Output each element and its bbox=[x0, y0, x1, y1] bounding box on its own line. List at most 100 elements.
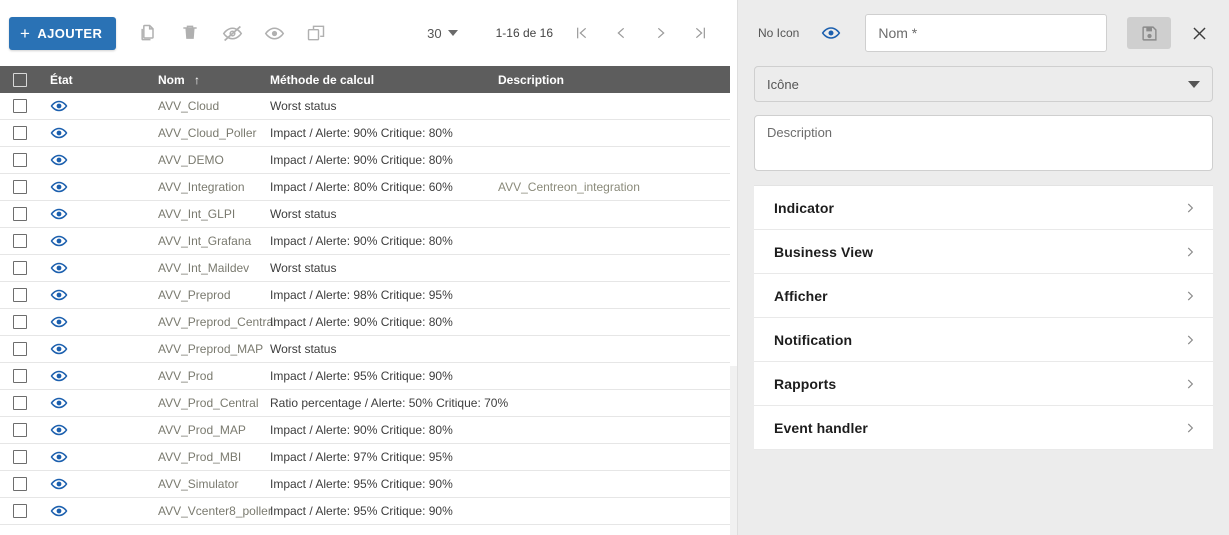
table-row[interactable]: AVV_Int_GLPI Worst status bbox=[0, 201, 730, 228]
row-status-cell bbox=[40, 178, 158, 196]
eye-icon[interactable] bbox=[50, 151, 68, 169]
row-checkbox[interactable] bbox=[13, 342, 27, 356]
eye-icon[interactable] bbox=[50, 448, 68, 466]
chevron-right-icon bbox=[1183, 289, 1197, 303]
accordion-section[interactable]: Rapports bbox=[754, 362, 1213, 406]
row-status-cell bbox=[40, 502, 158, 520]
column-header-etat[interactable]: État bbox=[50, 72, 73, 87]
add-button[interactable]: + AJOUTER bbox=[9, 16, 117, 50]
duplicate-icon[interactable] bbox=[132, 17, 164, 49]
row-checkbox[interactable] bbox=[13, 504, 27, 518]
row-checkbox[interactable] bbox=[13, 207, 27, 221]
row-status-cell bbox=[40, 97, 158, 115]
eye-icon[interactable] bbox=[50, 421, 68, 439]
delete-icon[interactable] bbox=[174, 17, 206, 49]
row-checkbox[interactable] bbox=[13, 261, 27, 275]
icon-select-value: Icône bbox=[767, 76, 799, 92]
table-row[interactable]: AVV_Preprod_Central Impact / Alerte: 90% … bbox=[0, 309, 730, 336]
row-name: AVV_Int_GLPI bbox=[158, 207, 236, 221]
row-checkbox[interactable] bbox=[13, 396, 27, 410]
previous-page-button[interactable] bbox=[601, 17, 641, 49]
accordion-section[interactable]: Business View bbox=[754, 230, 1213, 274]
eye-icon[interactable] bbox=[50, 178, 68, 196]
table-row[interactable]: AVV_Vcenter8_poller Impact / Alerte: 95% … bbox=[0, 498, 730, 525]
accordion-section[interactable]: Event handler bbox=[754, 406, 1213, 450]
table-row[interactable]: AVV_Int_Maildev Worst status bbox=[0, 255, 730, 282]
last-page-button[interactable] bbox=[681, 17, 721, 49]
eye-icon[interactable] bbox=[50, 340, 68, 358]
eye-icon[interactable] bbox=[50, 475, 68, 493]
row-status-cell bbox=[40, 448, 158, 466]
close-icon[interactable] bbox=[1185, 19, 1213, 47]
row-checkbox[interactable] bbox=[13, 99, 27, 113]
row-status-cell bbox=[40, 124, 158, 142]
accordion-section[interactable]: Indicator bbox=[754, 186, 1213, 230]
eye-off-icon[interactable] bbox=[216, 17, 248, 49]
row-select-cell bbox=[0, 288, 40, 302]
table-row[interactable]: AVV_Preprod_MAP Worst status bbox=[0, 336, 730, 363]
row-checkbox[interactable] bbox=[13, 180, 27, 194]
icon-select[interactable]: Icône bbox=[754, 66, 1213, 102]
row-select-cell bbox=[0, 477, 40, 491]
select-all-cell bbox=[0, 72, 40, 87]
row-calculation-method: Impact / Alerte: 90% Critique: 80% bbox=[270, 423, 453, 437]
row-select-cell bbox=[0, 234, 40, 248]
preview-eye-icon[interactable] bbox=[821, 23, 841, 43]
eye-icon[interactable] bbox=[50, 367, 68, 385]
table-row[interactable]: AVV_Prod_Central Ratio percentage / Alert… bbox=[0, 390, 730, 417]
list-scrollbar[interactable] bbox=[730, 66, 737, 535]
column-header-nom[interactable]: Nom ↑ bbox=[158, 73, 270, 87]
table-row[interactable]: AVV_Prod Impact / Alerte: 95% Critique: 9… bbox=[0, 363, 730, 390]
eye-icon[interactable] bbox=[50, 286, 68, 304]
eye-icon[interactable] bbox=[50, 97, 68, 115]
table-row[interactable]: AVV_Integration Impact / Alerte: 80% Crit… bbox=[0, 174, 730, 201]
row-checkbox[interactable] bbox=[13, 477, 27, 491]
name-input[interactable] bbox=[865, 14, 1107, 52]
row-status-cell bbox=[40, 205, 158, 223]
table-row[interactable]: AVV_Cloud Worst status bbox=[0, 93, 730, 120]
table-row[interactable]: AVV_Int_Grafana Impact / Alerte: 90% Crit… bbox=[0, 228, 730, 255]
accordion-section[interactable]: Notification bbox=[754, 318, 1213, 362]
row-checkbox[interactable] bbox=[13, 423, 27, 437]
accordion-section-label: Afficher bbox=[774, 287, 828, 304]
business-activity-table: État Nom ↑ Méthode de calcul Description… bbox=[0, 66, 737, 525]
row-checkbox[interactable] bbox=[13, 369, 27, 383]
next-page-button[interactable] bbox=[641, 17, 681, 49]
table-row[interactable]: AVV_Simulator Impact / Alerte: 95% Critiq… bbox=[0, 471, 730, 498]
table-row[interactable]: AVV_Prod_MBI Impact / Alerte: 97% Critiqu… bbox=[0, 444, 730, 471]
row-checkbox[interactable] bbox=[13, 288, 27, 302]
row-checkbox[interactable] bbox=[13, 450, 27, 464]
description-textarea[interactable] bbox=[754, 115, 1213, 171]
eye-icon[interactable] bbox=[50, 205, 68, 223]
eye-icon[interactable] bbox=[50, 124, 68, 142]
column-header-description[interactable]: Description bbox=[498, 72, 565, 87]
accordion-section[interactable]: Afficher bbox=[754, 274, 1213, 318]
row-calculation-method: Impact / Alerte: 90% Critique: 80% bbox=[270, 126, 453, 140]
table-row[interactable]: AVV_DEMO Impact / Alerte: 90% Critique: 8… bbox=[0, 147, 730, 174]
table-row[interactable]: AVV_Prod_MAP Impact / Alerte: 90% Critiqu… bbox=[0, 417, 730, 444]
eye-icon[interactable] bbox=[50, 394, 68, 412]
eye-icon[interactable] bbox=[50, 259, 68, 277]
row-name: AVV_Preprod_MAP bbox=[158, 342, 264, 356]
toolbar-icon-group bbox=[132, 17, 332, 49]
table-row[interactable]: AVV_Preprod Impact / Alerte: 98% Critique… bbox=[0, 282, 730, 309]
row-checkbox[interactable] bbox=[13, 153, 27, 167]
chevron-right-icon bbox=[1183, 421, 1197, 435]
list-scrollbar-thumb[interactable] bbox=[730, 66, 737, 366]
massive-change-icon[interactable] bbox=[300, 17, 332, 49]
row-checkbox[interactable] bbox=[13, 234, 27, 248]
column-header-methode[interactable]: Méthode de calcul bbox=[270, 72, 375, 87]
row-checkbox[interactable] bbox=[13, 126, 27, 140]
eye-icon[interactable] bbox=[50, 232, 68, 250]
row-checkbox[interactable] bbox=[13, 315, 27, 329]
save-button[interactable] bbox=[1127, 17, 1171, 49]
table-row[interactable]: AVV_Cloud_Poller Impact / Alerte: 90% Cri… bbox=[0, 120, 730, 147]
eye-icon[interactable] bbox=[258, 17, 290, 49]
row-select-cell bbox=[0, 423, 40, 437]
eye-icon[interactable] bbox=[50, 313, 68, 331]
first-page-button[interactable] bbox=[561, 17, 601, 49]
select-all-checkbox[interactable] bbox=[13, 72, 27, 87]
eye-icon[interactable] bbox=[50, 502, 68, 520]
table-header-row: État Nom ↑ Méthode de calcul Description bbox=[0, 66, 730, 93]
rows-per-page-select[interactable]: 30 bbox=[423, 24, 461, 43]
